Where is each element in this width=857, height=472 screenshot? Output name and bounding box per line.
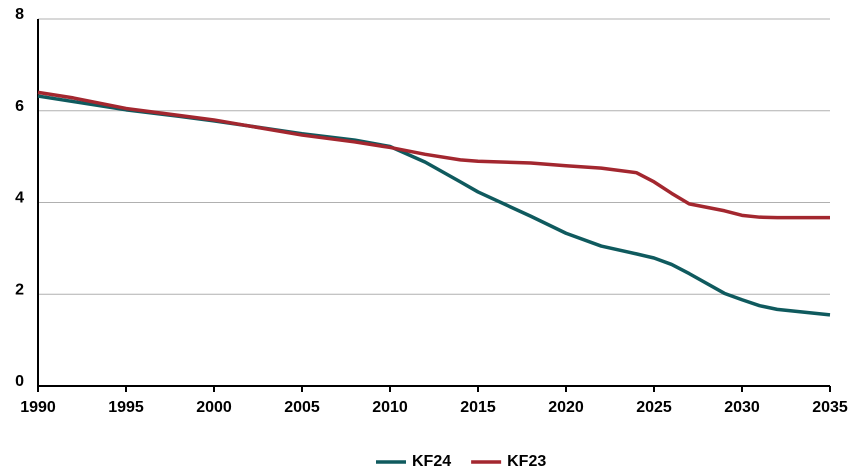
x-tick-label: 2030 (724, 399, 760, 416)
x-tick-label: 2025 (636, 399, 672, 416)
series-line (37, 94, 831, 317)
x-tick-label: 1995 (108, 399, 144, 416)
x-tick-label: 2010 (372, 399, 408, 416)
y-tick-label: 4 (15, 190, 24, 207)
x-tick-label: 1990 (20, 399, 56, 416)
series-line (37, 90, 830, 220)
y-tick-label: 6 (15, 98, 24, 115)
x-tick-label: 2015 (460, 399, 496, 416)
x-tick-label: 2020 (548, 399, 584, 416)
x-tick-label: 2000 (196, 399, 232, 416)
x-tick-label: 2035 (812, 399, 848, 416)
legend-label: KF23 (507, 453, 546, 470)
y-tick-label: 2 (15, 281, 24, 298)
y-tick-label: 0 (15, 373, 24, 390)
y-tick-label: 8 (15, 6, 24, 23)
x-tick-label: 2005 (284, 399, 320, 416)
legend-label: KF24 (412, 453, 451, 470)
